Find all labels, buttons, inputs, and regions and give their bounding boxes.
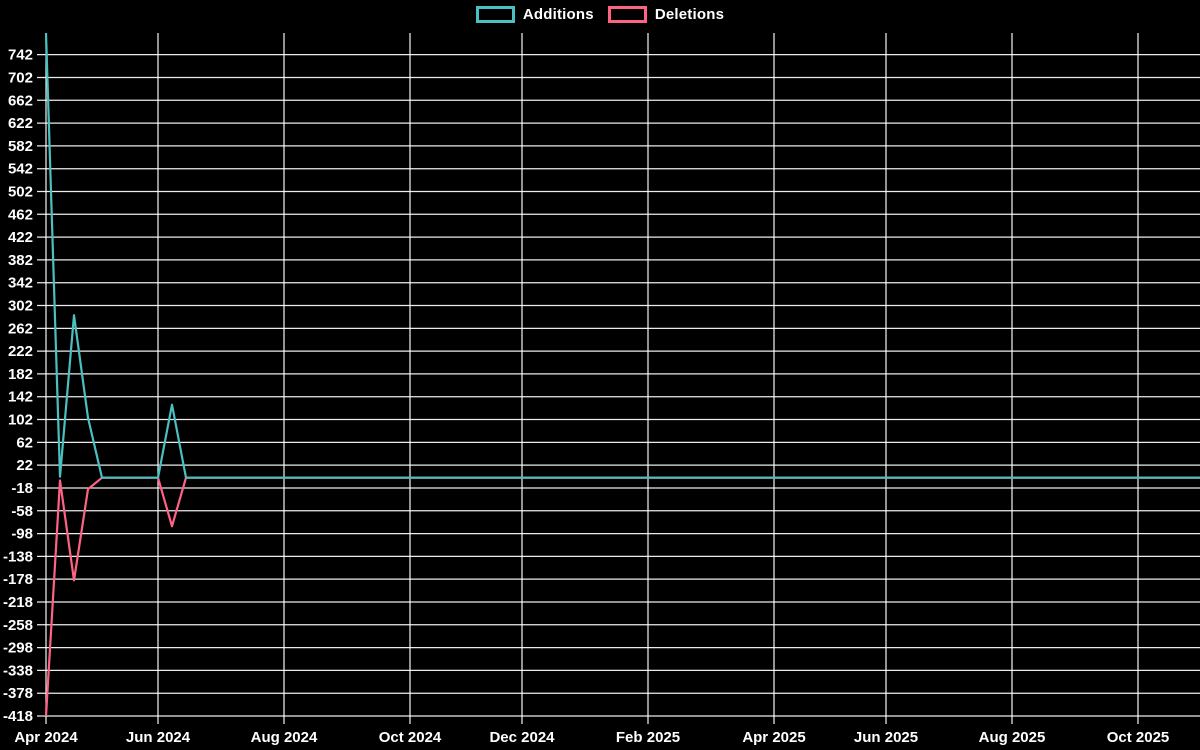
y-tick-label: -58 bbox=[11, 503, 33, 520]
additions-legend-label: Additions bbox=[522, 6, 594, 23]
x-tick-label: Jun 2024 bbox=[126, 729, 191, 746]
y-tick-label: -218 bbox=[3, 594, 33, 611]
x-tick-label: Aug 2024 bbox=[251, 729, 318, 746]
y-tick-label: 422 bbox=[8, 229, 33, 246]
y-tick-label: 462 bbox=[8, 206, 33, 223]
y-tick-label: 102 bbox=[8, 412, 33, 429]
y-tick-label: 62 bbox=[16, 434, 33, 451]
y-tick-label: 742 bbox=[8, 47, 33, 64]
additions-line bbox=[44, 32, 1200, 479]
y-tick-label: 182 bbox=[8, 366, 33, 383]
y-tick-label: -378 bbox=[3, 685, 33, 702]
deletions-legend-label: Deletions bbox=[654, 6, 725, 23]
x-tick-label: Apr 2024 bbox=[14, 729, 78, 746]
x-tick-label: Apr 2025 bbox=[742, 729, 805, 746]
x-tick-label: Oct 2024 bbox=[379, 729, 442, 746]
y-tick-label: 582 bbox=[8, 138, 33, 155]
x-tick-label: Dec 2024 bbox=[489, 729, 555, 746]
y-tick-label: 662 bbox=[8, 92, 33, 109]
deletions-swatch-icon bbox=[607, 6, 647, 23]
y-tick-label: 542 bbox=[8, 161, 33, 178]
y-tick-label: 382 bbox=[8, 252, 33, 269]
x-tick-label: Aug 2025 bbox=[979, 729, 1046, 746]
x-tick-label: Jun 2025 bbox=[854, 729, 918, 746]
y-tick-label: -98 bbox=[11, 526, 33, 543]
y-tick-label: -338 bbox=[3, 662, 33, 679]
y-tick-label: -418 bbox=[3, 708, 33, 725]
legend-item-deletions[interactable]: Deletions bbox=[607, 6, 725, 23]
x-tick-label: Feb 2025 bbox=[616, 729, 680, 746]
y-tick-label: -258 bbox=[3, 617, 33, 634]
chart-legend: Additions Deletions bbox=[0, 6, 1200, 23]
additions-swatch-icon bbox=[475, 6, 515, 23]
legend-item-additions[interactable]: Additions bbox=[475, 6, 594, 23]
y-tick-label: 622 bbox=[8, 115, 33, 132]
deletions-line bbox=[44, 476, 1200, 717]
y-tick-label: 222 bbox=[8, 343, 33, 360]
y-tick-label: -18 bbox=[11, 480, 33, 497]
y-tick-label: 142 bbox=[8, 389, 33, 406]
y-tick-label: 342 bbox=[8, 275, 33, 292]
y-tick-label: 702 bbox=[8, 69, 33, 86]
y-tick-label: 502 bbox=[8, 183, 33, 200]
x-tick-label: Oct 2025 bbox=[1107, 729, 1170, 746]
y-tick-label: 302 bbox=[8, 298, 33, 315]
y-tick-label: -138 bbox=[3, 548, 33, 565]
y-tick-label: 22 bbox=[16, 457, 33, 474]
y-tick-label: -298 bbox=[3, 640, 33, 657]
y-tick-label: -178 bbox=[3, 571, 33, 588]
y-tick-label: 262 bbox=[8, 320, 33, 337]
